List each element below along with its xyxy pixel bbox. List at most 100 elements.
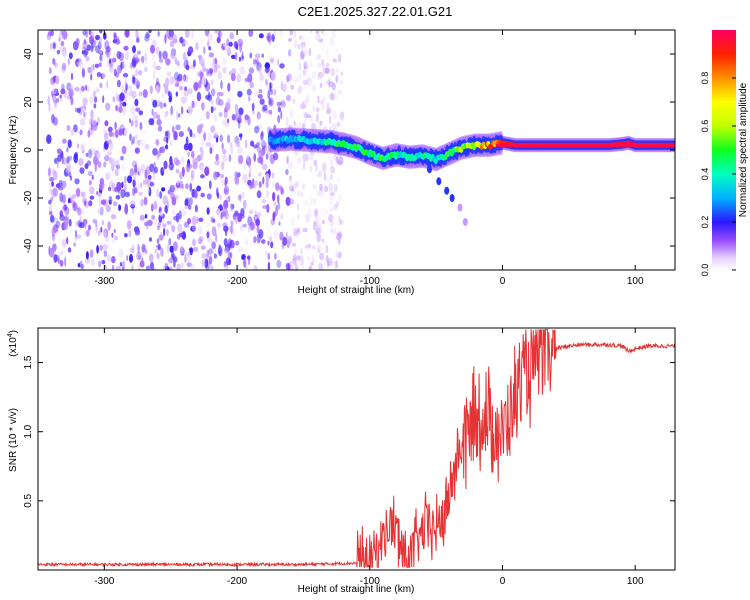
noise-blob bbox=[254, 53, 261, 59]
noise-blob bbox=[75, 38, 80, 45]
noise-blob bbox=[277, 58, 280, 67]
noise-blob bbox=[169, 266, 173, 270]
noise-blob bbox=[210, 107, 217, 111]
noise-blob bbox=[316, 233, 321, 243]
noise-blob bbox=[169, 184, 175, 193]
noise-blob bbox=[99, 206, 104, 216]
noise-blob bbox=[279, 231, 284, 241]
colorbar-tick-label: 0.4 bbox=[700, 168, 710, 181]
noise-blob bbox=[130, 200, 136, 208]
noise-blob bbox=[89, 118, 93, 126]
noise-blob bbox=[238, 113, 242, 122]
noise-blob bbox=[306, 114, 312, 119]
noise-blob bbox=[164, 33, 167, 44]
noise-blob bbox=[144, 221, 149, 227]
noise-blob bbox=[165, 266, 170, 270]
noise-blob bbox=[93, 155, 99, 166]
noise-blob bbox=[271, 33, 275, 42]
noise-blob bbox=[181, 38, 187, 47]
noise-blob bbox=[220, 212, 223, 220]
noise-blob bbox=[99, 30, 103, 34]
noise-blob bbox=[300, 36, 305, 41]
noise-blob bbox=[312, 184, 317, 190]
noise-blob bbox=[229, 142, 233, 148]
noise-blob bbox=[138, 266, 141, 270]
noise-blob bbox=[53, 58, 56, 66]
noise-blob bbox=[189, 263, 196, 270]
branch-blob bbox=[436, 177, 442, 186]
noise-blob bbox=[206, 249, 210, 259]
noise-blob bbox=[84, 163, 89, 170]
noise-blob bbox=[339, 111, 345, 122]
noise-blob bbox=[185, 57, 189, 67]
noise-region bbox=[46, 30, 345, 270]
noise-blob bbox=[242, 173, 248, 184]
noise-blob bbox=[89, 96, 94, 104]
noise-blob bbox=[129, 90, 134, 97]
noise-blob bbox=[73, 43, 79, 49]
noise-blob bbox=[86, 86, 90, 92]
branch-blob bbox=[462, 218, 468, 226]
noise-blob bbox=[80, 191, 86, 198]
noise-blob bbox=[91, 31, 94, 40]
noise-blob bbox=[103, 250, 108, 258]
noise-blob bbox=[122, 72, 129, 78]
noise-blob bbox=[181, 231, 187, 240]
noise-blob bbox=[238, 133, 243, 138]
noise-blob bbox=[310, 30, 313, 34]
noise-blob bbox=[206, 68, 209, 76]
noise-blob bbox=[179, 85, 183, 91]
noise-blob bbox=[267, 240, 270, 246]
noise-blob bbox=[142, 129, 147, 136]
noise-blob bbox=[258, 172, 262, 177]
noise-blob bbox=[171, 225, 175, 233]
spectrogram-y-axis: -40 -20 0 20 40 bbox=[23, 48, 675, 253]
noise-blob bbox=[55, 183, 61, 188]
noise-blob bbox=[219, 134, 224, 143]
noise-blob bbox=[209, 180, 212, 190]
noise-blob bbox=[134, 134, 138, 139]
noise-blob bbox=[297, 87, 302, 92]
noise-blob bbox=[281, 99, 286, 107]
noise-blob bbox=[303, 49, 308, 56]
noise-blob bbox=[325, 254, 329, 263]
noise-blob bbox=[161, 93, 165, 99]
noise-blob bbox=[159, 191, 163, 199]
noise-blob bbox=[218, 246, 223, 257]
noise-blob bbox=[118, 248, 124, 259]
noise-blob bbox=[266, 32, 272, 43]
noise-blob bbox=[55, 75, 60, 85]
noise-blob bbox=[172, 209, 176, 215]
noise-blob bbox=[290, 192, 294, 197]
noise-blob bbox=[228, 154, 232, 163]
noise-blob bbox=[191, 225, 197, 231]
noise-blob bbox=[266, 203, 270, 213]
noise-blob bbox=[253, 236, 257, 244]
noise-blob bbox=[312, 245, 316, 250]
noise-blob bbox=[258, 67, 263, 75]
noise-blob bbox=[111, 264, 115, 270]
noise-blob bbox=[164, 111, 167, 119]
noise-blob bbox=[177, 223, 183, 233]
noise-blob bbox=[157, 243, 161, 251]
noise-blob bbox=[235, 43, 239, 51]
noise-blob bbox=[230, 146, 234, 155]
noise-blob bbox=[278, 30, 283, 37]
noise-blob bbox=[335, 157, 339, 163]
noise-blob bbox=[142, 89, 148, 98]
noise-blob bbox=[288, 178, 293, 187]
noise-blob bbox=[108, 199, 112, 205]
noise-blob bbox=[213, 114, 218, 122]
noise-blob bbox=[265, 180, 269, 189]
noise-blob bbox=[164, 85, 169, 95]
noise-blob bbox=[83, 200, 87, 207]
noise-blob bbox=[61, 180, 67, 189]
noise-blob bbox=[152, 52, 155, 61]
noise-blob bbox=[328, 213, 334, 223]
noise-blob bbox=[190, 169, 194, 179]
noise-blob bbox=[134, 119, 139, 128]
noise-blob bbox=[194, 190, 198, 199]
noise-blob bbox=[192, 246, 199, 252]
noise-blob bbox=[253, 57, 257, 67]
